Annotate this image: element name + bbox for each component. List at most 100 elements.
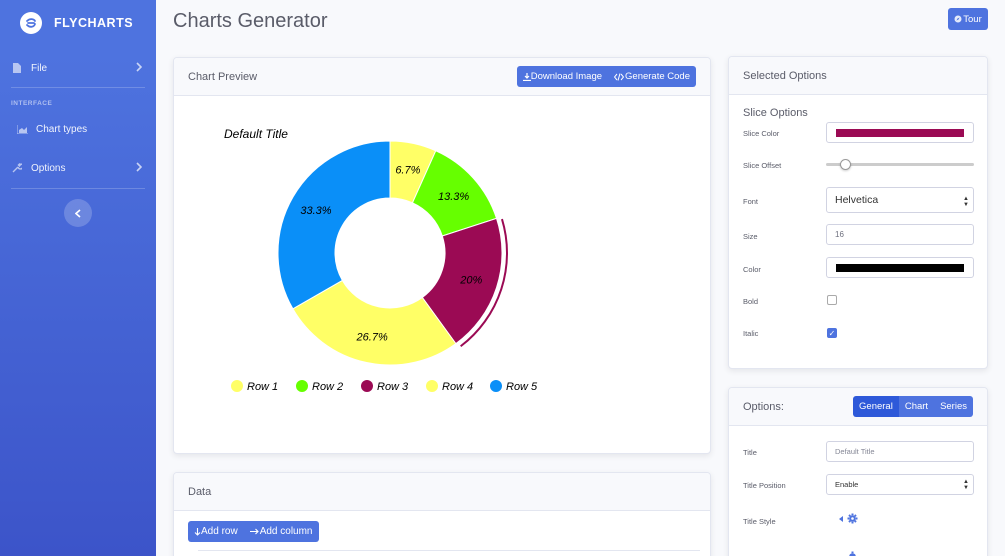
data-card: Data Add row Add column bbox=[173, 472, 711, 556]
font-select-value: Helvetica bbox=[835, 194, 879, 206]
sidebar-item-chart-types[interactable]: Chart types bbox=[0, 117, 156, 141]
arrow-down-icon bbox=[194, 527, 201, 536]
card-title: Data bbox=[188, 485, 212, 498]
brand[interactable]: FLYCHARTS bbox=[0, 0, 156, 46]
tour-button[interactable]: Tour bbox=[948, 8, 988, 30]
preview-actions: Download Image Generate Code bbox=[516, 66, 696, 87]
size-input-value: 16 bbox=[835, 230, 844, 239]
italic-label: Italic bbox=[743, 329, 759, 338]
italic-checkbox[interactable]: ✓ bbox=[827, 328, 837, 338]
sidebar-item-label: Chart types bbox=[36, 123, 88, 135]
font-color-picker[interactable] bbox=[826, 257, 974, 278]
select-arrows-icon: ▲ ▼ bbox=[963, 196, 969, 208]
legend-label[interactable]: Row 4 bbox=[442, 381, 473, 393]
chart-title: Default Title bbox=[224, 127, 288, 141]
title-style-toggle[interactable] bbox=[839, 513, 858, 524]
slice-color-label: Slice Color bbox=[743, 129, 780, 138]
card-title: Chart Preview bbox=[188, 70, 258, 83]
file-icon bbox=[11, 62, 23, 74]
compass-icon bbox=[954, 15, 962, 23]
brand-name: FLYCHARTS bbox=[54, 16, 134, 30]
data-actions: Add row Add column bbox=[188, 521, 319, 542]
title-label: Title bbox=[743, 448, 757, 457]
options-card: Options: General Chart Series Title Defa… bbox=[728, 387, 988, 556]
bold-checkbox[interactable] bbox=[827, 295, 837, 305]
selected-slice-outline bbox=[460, 218, 508, 348]
options-tabs: General Chart Series bbox=[853, 396, 973, 417]
tab-general[interactable]: General bbox=[853, 396, 899, 417]
tab-chart[interactable]: Chart bbox=[898, 396, 935, 417]
size-input[interactable]: 16 bbox=[826, 224, 974, 245]
slice-label: 26.7% bbox=[356, 332, 388, 344]
card-title: Options: bbox=[743, 400, 784, 413]
legend-label[interactable]: Row 3 bbox=[377, 381, 409, 393]
sidebar-heading: INTERFACE bbox=[11, 100, 53, 107]
pie-slice[interactable] bbox=[292, 279, 457, 366]
gear-icon bbox=[847, 513, 858, 524]
pie-slice[interactable] bbox=[277, 140, 391, 310]
generate-label: Generate Code bbox=[625, 71, 690, 82]
chevron-left-icon bbox=[75, 208, 81, 218]
add-row-button[interactable]: Add row bbox=[188, 521, 244, 542]
add-column-label: Add column bbox=[259, 526, 313, 537]
title-input[interactable]: Default Title bbox=[826, 441, 974, 462]
color-label: Color bbox=[743, 265, 761, 274]
chevron-right-icon bbox=[136, 162, 143, 175]
slice-label: 6.7% bbox=[395, 164, 420, 176]
sidebar-divider bbox=[11, 87, 145, 88]
title-style-label: Title Style bbox=[743, 517, 776, 526]
tab-series[interactable]: Series bbox=[934, 396, 973, 417]
chart-preview-card: Chart Preview Download Image Generate Co… bbox=[173, 57, 711, 454]
arrow-right-icon bbox=[249, 528, 259, 535]
slice-options-heading: Slice Options bbox=[743, 107, 808, 119]
gear-icon[interactable] bbox=[847, 551, 858, 556]
slice-label: 20% bbox=[459, 274, 482, 286]
sidebar-divider bbox=[11, 188, 145, 189]
slice-color-swatch bbox=[836, 129, 964, 137]
size-label: Size bbox=[743, 232, 758, 241]
download-label: Download Image bbox=[530, 71, 603, 82]
card-title: Selected Options bbox=[743, 69, 827, 82]
title-position-value: Enable bbox=[835, 480, 859, 489]
select-arrows-icon: ▲ ▼ bbox=[963, 479, 969, 491]
brand-logo-icon bbox=[20, 12, 42, 34]
slice-offset-label: Slice Offset bbox=[743, 161, 782, 170]
download-image-button[interactable]: Download Image bbox=[516, 66, 609, 87]
font-color-swatch bbox=[836, 264, 964, 272]
slice-color-picker[interactable] bbox=[826, 122, 974, 143]
chevron-right-icon bbox=[136, 62, 143, 75]
slice-offset-slider[interactable] bbox=[826, 163, 974, 166]
pie-chart[interactable]: Default Title 6.7% 13.3% 20% 26.7% 33.3% Row 1… bbox=[174, 96, 710, 453]
legend-swatch bbox=[490, 380, 502, 392]
data-table-border bbox=[198, 550, 700, 551]
generate-code-button[interactable]: Generate Code bbox=[608, 66, 696, 87]
code-icon bbox=[614, 72, 625, 81]
font-label: Font bbox=[743, 197, 759, 206]
options-header: Options: General Chart Series bbox=[729, 388, 987, 426]
legend-label[interactable]: Row 1 bbox=[247, 381, 278, 393]
legend-swatch bbox=[361, 380, 373, 392]
legend-label[interactable]: Row 2 bbox=[312, 381, 343, 393]
legend-swatch bbox=[231, 380, 243, 392]
title-position-select[interactable]: Enable ▲ ▼ bbox=[826, 474, 974, 495]
chart-preview-header: Chart Preview Download Image Generate Co… bbox=[174, 58, 710, 96]
sidebar-toggle-button[interactable] bbox=[64, 199, 92, 227]
sidebar-item-options[interactable]: Options bbox=[0, 156, 156, 180]
selected-options-card: Selected Options Slice Options Slice Col… bbox=[728, 56, 988, 369]
caret-left-icon bbox=[839, 515, 843, 522]
title-input-placeholder: Default Title bbox=[835, 447, 875, 456]
tour-label: Tour bbox=[963, 13, 982, 25]
sidebar-item-label: File bbox=[31, 62, 48, 74]
sidebar: FLYCHARTS File INTERFACE Chart types Opt… bbox=[0, 0, 156, 556]
font-select[interactable]: Helvetica ▲ ▼ bbox=[826, 187, 974, 213]
sidebar-item-label: Options bbox=[31, 162, 66, 174]
bold-label: Bold bbox=[743, 297, 759, 306]
add-row-label: Add row bbox=[201, 526, 238, 537]
add-column-button[interactable]: Add column bbox=[243, 521, 319, 542]
slice-offset-thumb[interactable] bbox=[839, 159, 851, 170]
slice-label: 13.3% bbox=[438, 191, 469, 203]
selected-options-header: Selected Options bbox=[729, 57, 987, 95]
legend-label[interactable]: Row 5 bbox=[506, 381, 538, 393]
title-position-label: Title Position bbox=[743, 481, 786, 490]
sidebar-item-file[interactable]: File bbox=[0, 56, 156, 80]
